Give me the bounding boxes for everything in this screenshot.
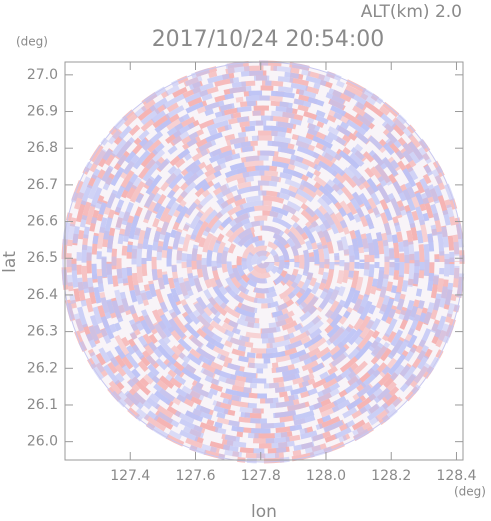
radar-ring	[236, 235, 290, 289]
radar-ring	[91, 90, 435, 434]
radar-ring	[256, 255, 270, 269]
radar-ring	[96, 95, 430, 429]
radar-ring	[126, 125, 400, 399]
radar-ring	[246, 245, 280, 279]
y-tick-label: 26.4	[27, 287, 58, 303]
radar-ring	[61, 60, 465, 464]
radar-ring	[226, 225, 300, 299]
radar-ring	[71, 70, 455, 454]
radar-ring	[231, 230, 295, 294]
radar-ring	[166, 165, 360, 359]
x-tick-label: 127.8	[241, 468, 281, 484]
radar-ring	[131, 130, 395, 394]
x-unit: (deg)	[454, 485, 486, 499]
radar-ring	[251, 250, 275, 274]
radar-ring	[101, 100, 425, 424]
y-tick-label: 26.9	[27, 104, 58, 120]
radar-field	[61, 60, 465, 464]
radar-ring	[136, 135, 390, 389]
y-tick-label: 26.6	[27, 214, 58, 230]
radar-ring	[216, 215, 310, 309]
radar-ring	[76, 75, 450, 449]
y-tick-label: 26.5	[27, 250, 58, 266]
x-tick-label: 128.0	[306, 468, 346, 484]
radar-ring	[151, 150, 375, 374]
radar-ring	[161, 160, 365, 364]
radar-ring	[171, 170, 355, 354]
x-tick-label: 128.4	[436, 468, 476, 484]
radar-ring	[146, 145, 380, 379]
x-tick-label: 128.2	[371, 468, 411, 484]
y-tick-label: 26.1	[27, 397, 58, 413]
radar-ring	[176, 175, 350, 349]
radar-ring	[196, 195, 330, 329]
radar-ring	[176, 175, 350, 349]
radar-ring	[81, 80, 445, 444]
altitude-label: ALT(km) 2.0	[361, 2, 462, 22]
radar-ring	[86, 85, 440, 439]
radar-ring	[221, 220, 305, 304]
y-tick-label: 26.8	[27, 140, 58, 156]
radar-ring	[186, 185, 340, 339]
radar-ring	[121, 120, 405, 404]
radar-ring	[241, 240, 285, 284]
radar-ring	[116, 115, 410, 409]
radar-ring	[106, 105, 420, 419]
radar-ring	[191, 190, 335, 334]
radar-ring	[111, 110, 415, 414]
y-tick-label: 26.0	[27, 434, 58, 450]
y-axis-label: lat	[0, 251, 20, 273]
radar-ring	[206, 205, 320, 319]
plot-frame	[64, 61, 464, 461]
radar-ring	[66, 65, 460, 459]
radar-ring	[141, 140, 385, 384]
radar-ring	[211, 210, 315, 314]
radar-ring	[181, 180, 345, 344]
chart-title: 2017/10/24 20:54:00	[152, 27, 385, 52]
radar-ring	[81, 80, 445, 444]
y-tick-label: 26.2	[27, 360, 58, 376]
y-tick-label: 26.7	[27, 177, 58, 193]
radar-ring	[201, 200, 325, 324]
y-tick-label: 26.3	[27, 324, 58, 340]
x-axis-label: lon	[251, 502, 277, 521]
x-tick-label: 127.6	[175, 468, 215, 484]
radar-ring	[161, 160, 365, 364]
x-tick-label: 127.4	[110, 468, 150, 484]
y-tick-label: 27.0	[27, 67, 58, 83]
y-unit: (deg)	[16, 35, 48, 49]
radar-ring	[156, 155, 370, 369]
